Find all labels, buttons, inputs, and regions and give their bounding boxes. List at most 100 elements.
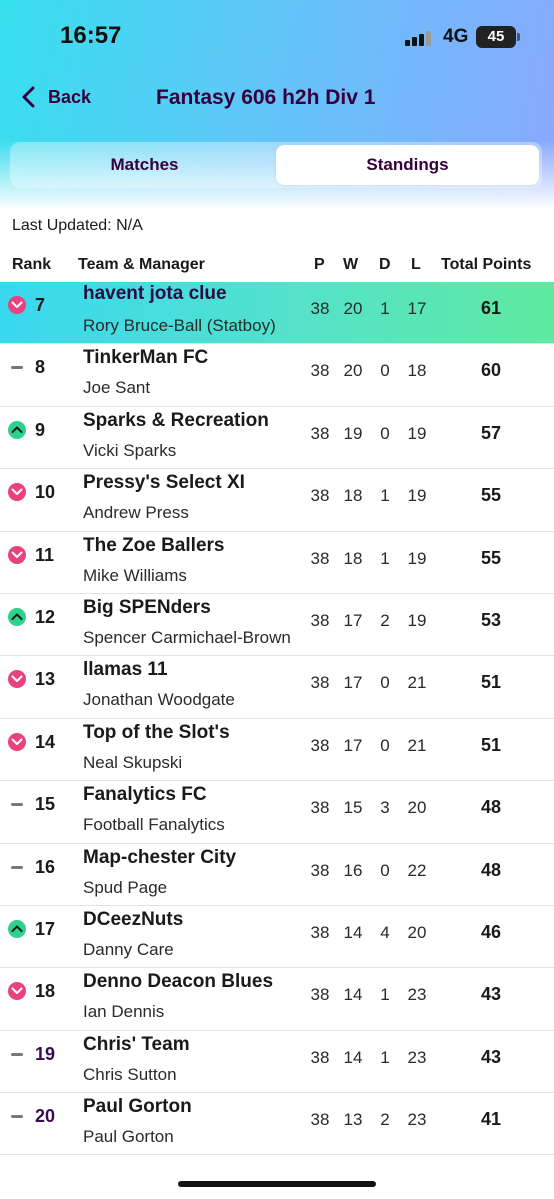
rank-number: 18 (35, 981, 56, 1002)
table-row[interactable]: 9 Sparks & Recreation Vicki Sparks 38 19 0 19 5… (0, 407, 554, 470)
lost: 23 (407, 1047, 427, 1067)
total-points: 57 (480, 422, 502, 443)
tab-matches[interactable]: Matches (110, 155, 179, 174)
rank-number: 14 (35, 731, 56, 752)
won: 14 (343, 1047, 363, 1067)
col-w: W (343, 256, 359, 273)
total-points: 41 (480, 1109, 502, 1130)
rank-down-icon (8, 982, 26, 1001)
won: 19 (343, 423, 363, 443)
team-name[interactable]: Chris' Team (83, 1033, 190, 1055)
played: 38 (310, 610, 330, 630)
total-points: 51 (480, 734, 502, 755)
manager-name: Neal Skupski (83, 752, 183, 772)
page-title: Fantasy 606 h2h Div 1 (156, 86, 376, 109)
home-indicator (178, 1181, 376, 1187)
table-row[interactable]: 12 Big SPENders Spencer Carmichael-Brown 38… (0, 594, 554, 657)
total-points: 43 (480, 1046, 502, 1067)
won: 16 (343, 860, 363, 880)
drawn: 1 (380, 1047, 390, 1067)
back-button[interactable]: Back (20, 86, 91, 108)
table-row[interactable]: 13 llamas 11 Jonathan Woodgate 38 17 0 21 51 (0, 656, 554, 719)
lost: 20 (407, 798, 427, 818)
rank-down-icon (8, 670, 26, 689)
rank-number: 13 (35, 669, 56, 690)
table-row[interactable]: 20 Paul Gorton Paul Gorton 38 13 2 23 41 (0, 1093, 554, 1156)
drawn: 3 (380, 798, 390, 818)
battery-icon: 45 (476, 26, 520, 48)
lost: 17 (407, 299, 427, 318)
manager-name: Spud Page (83, 877, 168, 897)
team-name[interactable]: Big SPENders (83, 596, 211, 618)
col-d: D (379, 256, 391, 273)
won: 17 (343, 610, 363, 630)
rank-number: 7 (35, 295, 46, 315)
team-name[interactable]: The Zoe Ballers (83, 534, 225, 556)
lost: 18 (407, 361, 427, 381)
team-name[interactable]: Pressy's Select XI (83, 472, 245, 494)
lost: 21 (407, 673, 427, 693)
team-name[interactable]: havent jota clue (83, 283, 227, 304)
rank-down-icon (8, 296, 26, 314)
won: 20 (343, 361, 363, 381)
rank-same-icon (8, 366, 26, 384)
lost: 21 (407, 735, 427, 755)
table-header: Rank Team & Manager P W D L Total Points (0, 256, 554, 278)
manager-name: Spencer Carmichael-Brown (83, 627, 291, 647)
total-points: 48 (480, 859, 502, 880)
table-row[interactable]: 11 The Zoe Ballers Mike Williams 38 18 1 19 55 (0, 532, 554, 594)
rank-number: 19 (35, 1043, 56, 1064)
table-row[interactable]: 19 Chris' Team Chris Sutton 38 14 1 23 43 (0, 1031, 554, 1094)
played: 38 (310, 423, 330, 443)
team-name[interactable]: Paul Gorton (83, 1096, 192, 1118)
team-name[interactable]: llamas 11 (83, 659, 168, 681)
signal-icon (405, 30, 435, 46)
total-points: 60 (480, 360, 502, 381)
team-name[interactable]: Fanalytics FC (83, 784, 207, 806)
table-row[interactable]: 18 Denno Deacon Blues Ian Dennis 38 14 1 23 43 (0, 968, 554, 1031)
lost: 19 (407, 423, 427, 443)
won: 14 (343, 985, 363, 1005)
manager-name: Vicki Sparks (83, 440, 177, 460)
drawn: 1 (380, 486, 390, 506)
drawn: 2 (380, 610, 390, 630)
won: 17 (343, 735, 363, 755)
tab-standings[interactable]: Standings (276, 145, 539, 185)
total-points: 46 (480, 921, 502, 942)
table-row[interactable]: 7 havent jota clue Rory Bruce-Ball (Statbo… (0, 282, 554, 345)
table-row[interactable]: 16 Map-chester City Spud Page 38 16 0 22 48 (0, 844, 554, 906)
table-row[interactable]: 8 TinkerMan FC Joe Sant 38 20 0 18 60 (0, 344, 554, 407)
total-points: 53 (480, 609, 502, 630)
team-name[interactable]: TinkerMan FC (83, 347, 209, 369)
team-name[interactable]: Top of the Slot's (83, 721, 230, 743)
rank-number: 17 (35, 918, 56, 939)
drawn: 0 (380, 423, 390, 443)
total-points: 48 (480, 797, 502, 818)
table-row[interactable]: 17 DCeezNuts Danny Care 38 14 4 20 46 (0, 906, 554, 969)
rank-up-icon (8, 420, 26, 439)
team-name[interactable]: Denno Deacon Blues (83, 971, 274, 993)
table-row[interactable]: 14 Top of the Slot's Neal Skupski 38 17 0 21 51 (0, 719, 554, 782)
standings-table: 7 havent jota clue Rory Bruce-Ball (Statbo… (0, 282, 554, 1156)
drawn: 1 (380, 299, 390, 318)
table-row[interactable]: 15 Fanalytics FC Football Fanalytics 38 15 3 2… (0, 781, 554, 844)
total-points: 55 (480, 485, 502, 506)
nav-bar: Back Fantasy 606 h2h Div 1 (0, 80, 554, 116)
played: 38 (310, 735, 330, 755)
rank-down-icon (8, 545, 26, 564)
manager-name: Rory Bruce-Ball (Statboy) (83, 316, 276, 335)
lost: 19 (407, 486, 427, 506)
played: 38 (310, 985, 330, 1005)
col-l: L (411, 256, 421, 273)
chevron-left-icon (22, 86, 35, 108)
rank-number: 16 (35, 856, 56, 877)
drawn: 0 (380, 361, 390, 381)
team-name[interactable]: Map-chester City (83, 846, 237, 868)
rank-same-icon (8, 1115, 26, 1133)
drawn: 1 (380, 548, 390, 568)
team-name[interactable]: Sparks & Recreation (83, 409, 269, 431)
team-name[interactable]: DCeezNuts (83, 908, 184, 930)
rank-number: 12 (35, 606, 56, 627)
col-rank: Rank (12, 256, 52, 273)
table-row[interactable]: 10 Pressy's Select XI Andrew Press 38 18 1 19 5… (0, 469, 554, 532)
